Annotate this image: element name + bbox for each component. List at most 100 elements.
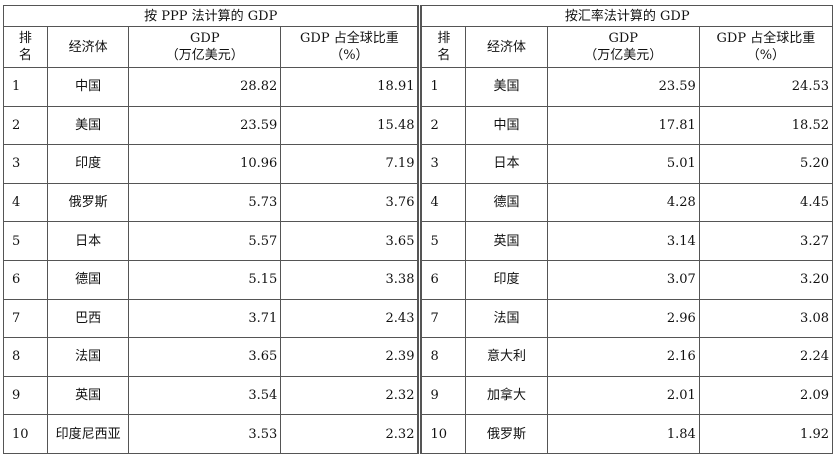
rank-cell: 5 bbox=[3, 221, 48, 261]
economy-cell: 德国 bbox=[465, 182, 548, 223]
share-cell: 2.39 bbox=[280, 337, 419, 377]
economy-cell: 巴西 bbox=[46, 298, 130, 339]
economy-cell: 美国 bbox=[46, 105, 130, 146]
table-row: 10 俄罗斯 1.84 1.92 bbox=[421, 414, 833, 454]
economy-cell: 中国 bbox=[46, 67, 130, 107]
rank-cell: 4 bbox=[421, 182, 467, 223]
economy-cell: 日本 bbox=[465, 144, 548, 184]
share-cell: 7.19 bbox=[280, 144, 419, 184]
economy-cell: 意大利 bbox=[465, 337, 548, 377]
gdp-cell: 2.16 bbox=[546, 337, 700, 377]
rank-header: 排名 bbox=[3, 26, 48, 68]
table-row: 9 英国 3.54 2.32 bbox=[3, 375, 419, 416]
rank-cell: 7 bbox=[3, 298, 48, 339]
rank-cell: 5 bbox=[421, 221, 467, 261]
rank-cell: 9 bbox=[421, 375, 467, 416]
gdp-cell: 3.07 bbox=[546, 259, 700, 300]
rank-cell: 1 bbox=[421, 67, 467, 107]
rank-header: 排名 bbox=[421, 26, 467, 68]
rank-cell: 10 bbox=[421, 414, 467, 454]
ppp-gdp-table: 按 PPP 法计算的 GDP 排名 经济体 GDP （万亿美元） GDP 占全球比… bbox=[2, 5, 419, 454]
table-row: 3 日本 5.01 5.20 bbox=[421, 144, 833, 184]
gdp-cell: 3.65 bbox=[128, 337, 282, 377]
share-cell: 5.20 bbox=[698, 144, 833, 184]
gdp-cell: 5.57 bbox=[128, 221, 282, 261]
share-cell: 2.32 bbox=[280, 375, 419, 416]
share-cell: 2.09 bbox=[698, 375, 833, 416]
economy-cell: 法国 bbox=[465, 298, 548, 339]
gdp-cell: 17.81 bbox=[546, 105, 700, 146]
share-cell: 2.43 bbox=[280, 298, 419, 339]
economy-cell: 英国 bbox=[46, 375, 130, 416]
gdp-cell: 23.59 bbox=[546, 67, 700, 107]
rank-cell: 1 bbox=[3, 67, 48, 107]
table-row: 5 英国 3.14 3.27 bbox=[421, 221, 833, 261]
share-cell: 3.20 bbox=[698, 259, 833, 300]
share-header: GDP 占全球比重 （%） bbox=[280, 26, 419, 68]
gdp-cell: 28.82 bbox=[128, 67, 282, 107]
share-cell: 3.27 bbox=[698, 221, 833, 261]
economy-cell: 德国 bbox=[46, 259, 130, 300]
table-row: 8 法国 3.65 2.39 bbox=[3, 337, 419, 377]
economy-cell: 法国 bbox=[46, 337, 130, 377]
economy-header: 经济体 bbox=[46, 26, 130, 68]
table-row: 1 中国 28.82 18.91 bbox=[3, 67, 419, 107]
share-cell: 3.65 bbox=[280, 221, 419, 261]
economy-cell: 印度 bbox=[465, 259, 548, 300]
share-cell: 15.48 bbox=[280, 105, 419, 146]
share-cell: 18.52 bbox=[698, 105, 833, 146]
gdp-cell: 3.54 bbox=[128, 375, 282, 416]
rank-cell: 3 bbox=[421, 144, 467, 184]
gdp-header: GDP （万亿美元） bbox=[546, 26, 700, 68]
rank-cell: 6 bbox=[421, 259, 467, 300]
share-cell: 4.45 bbox=[698, 182, 833, 223]
rank-cell: 8 bbox=[421, 337, 467, 377]
table-row: 10 印度尼西亚 3.53 2.32 bbox=[3, 414, 419, 454]
gdp-cell: 3.14 bbox=[546, 221, 700, 261]
gdp-cell: 5.73 bbox=[128, 182, 282, 223]
gdp-cell: 3.71 bbox=[128, 298, 282, 339]
economy-cell: 俄罗斯 bbox=[465, 414, 548, 454]
table-row: 2 中国 17.81 18.52 bbox=[421, 105, 833, 146]
share-cell: 24.53 bbox=[698, 67, 833, 107]
economy-cell: 美国 bbox=[465, 67, 548, 107]
economy-cell: 印度 bbox=[46, 144, 130, 184]
rank-cell: 4 bbox=[3, 182, 48, 223]
table-row: 3 印度 10.96 7.19 bbox=[3, 144, 419, 184]
table-row: 4 德国 4.28 4.45 bbox=[421, 182, 833, 223]
gdp-ranking-tables: 按 PPP 法计算的 GDP 排名 经济体 GDP （万亿美元） GDP 占全球比… bbox=[2, 5, 833, 454]
share-cell: 2.32 bbox=[280, 414, 419, 454]
fx-table-title: 按汇率法计算的 GDP bbox=[421, 5, 833, 27]
economy-header: 经济体 bbox=[465, 26, 548, 68]
rank-cell: 6 bbox=[3, 259, 48, 300]
share-cell: 3.38 bbox=[280, 259, 419, 300]
rank-cell: 2 bbox=[421, 105, 467, 146]
rank-cell: 3 bbox=[3, 144, 48, 184]
economy-cell: 中国 bbox=[465, 105, 548, 146]
rank-cell: 10 bbox=[3, 414, 48, 454]
share-cell: 1.92 bbox=[698, 414, 833, 454]
share-cell: 3.76 bbox=[280, 182, 419, 223]
table-divider bbox=[418, 5, 422, 454]
gdp-cell: 3.53 bbox=[128, 414, 282, 454]
gdp-header: GDP （万亿美元） bbox=[128, 26, 282, 68]
ppp-table-title: 按 PPP 法计算的 GDP bbox=[2, 5, 419, 27]
gdp-cell: 5.01 bbox=[546, 144, 700, 184]
table-row: 7 巴西 3.71 2.43 bbox=[3, 298, 419, 339]
table-row: 6 印度 3.07 3.20 bbox=[421, 259, 833, 300]
economy-cell: 加拿大 bbox=[465, 375, 548, 416]
economy-cell: 印度尼西亚 bbox=[46, 414, 130, 454]
share-cell: 2.24 bbox=[698, 337, 833, 377]
economy-cell: 俄罗斯 bbox=[46, 182, 130, 223]
gdp-cell: 4.28 bbox=[546, 182, 700, 223]
share-header: GDP 占全球比重 （%） bbox=[698, 26, 833, 68]
economy-cell: 英国 bbox=[465, 221, 548, 261]
rank-cell: 8 bbox=[3, 337, 48, 377]
table-row: 4 俄罗斯 5.73 3.76 bbox=[3, 182, 419, 223]
gdp-cell: 5.15 bbox=[128, 259, 282, 300]
table-row: 9 加拿大 2.01 2.09 bbox=[421, 375, 833, 416]
gdp-cell: 2.96 bbox=[546, 298, 700, 339]
rank-cell: 7 bbox=[421, 298, 467, 339]
table-row: 6 德国 5.15 3.38 bbox=[3, 259, 419, 300]
economy-cell: 日本 bbox=[46, 221, 130, 261]
